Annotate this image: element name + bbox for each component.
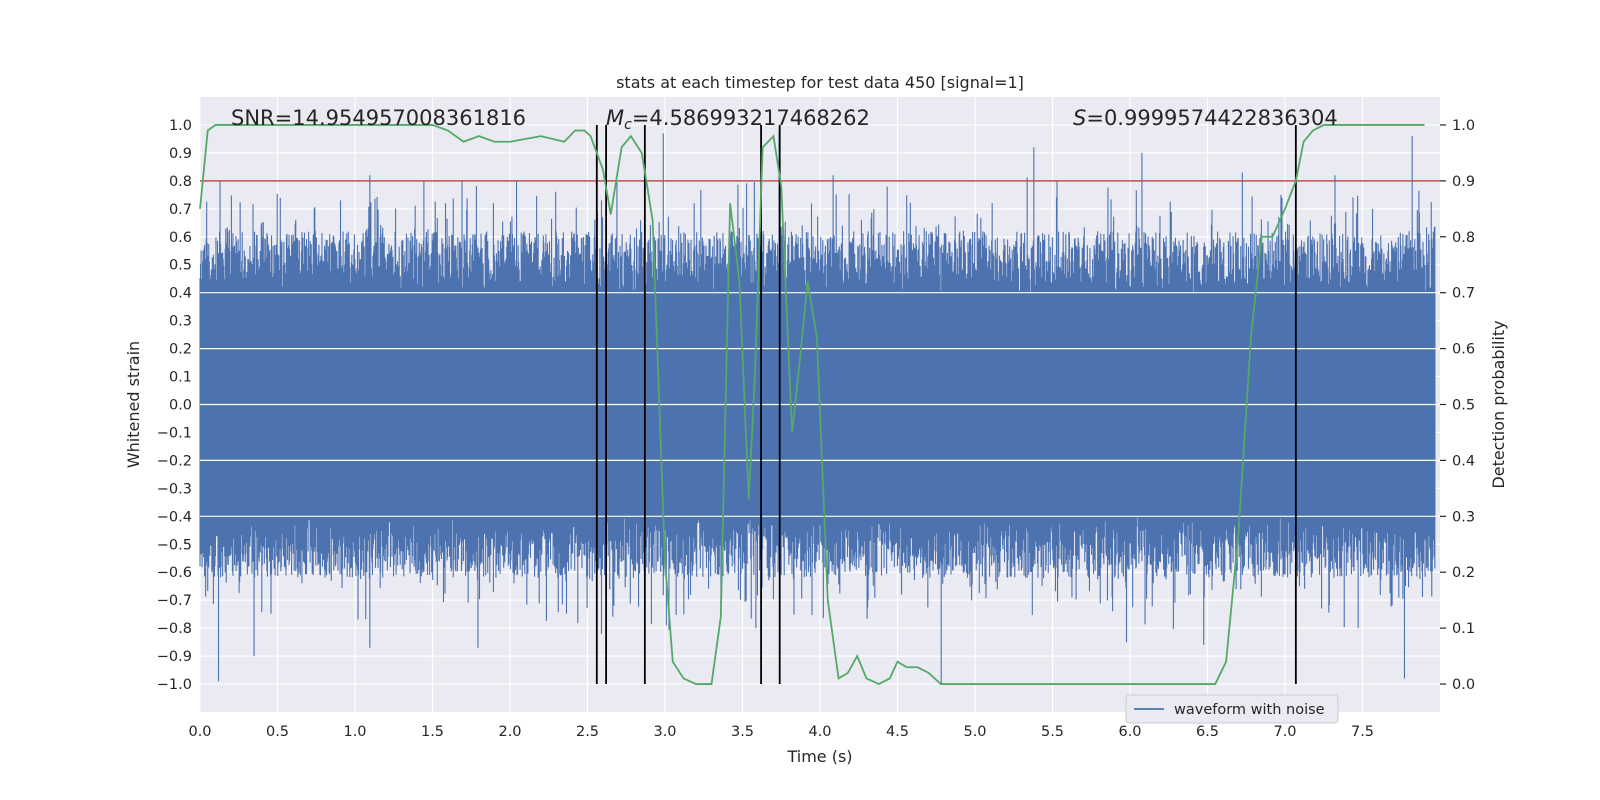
y2-tick-label: 0.6 (1452, 342, 1475, 358)
y2-axis-ticks: 0.0 0.1 0.2 0.3 0.4 0.5 0.6 0.7 0.8 0.9 1.0 (1440, 118, 1475, 693)
waveform-series (199, 130, 1440, 685)
x-tick-label: 6.5 (1196, 724, 1219, 740)
y-tick-label: 0.4 (169, 286, 192, 302)
chirp-mass-value: =4.586993217468262 (632, 106, 870, 130)
score-value: =0.9999574422836304 (1086, 106, 1337, 130)
x-axis-label: Time (s) (786, 747, 852, 766)
y-tick-label: 0.0 (169, 398, 192, 414)
y-tick-label: 0.8 (169, 174, 192, 190)
y-tick-label: −0.6 (157, 565, 192, 581)
y-tick-label: 0.9 (169, 146, 192, 162)
y2-tick-label: 0.0 (1452, 677, 1475, 693)
x-tick-label: 5.0 (963, 724, 986, 740)
snr-annotation: SNR=14.954957008361816 (231, 106, 526, 130)
y2-axis-label: Detection probability (1489, 320, 1508, 488)
y2-tick-label: 1.0 (1452, 118, 1475, 134)
legend: waveform with noise (1125, 694, 1339, 724)
y2-tick-label: 0.3 (1452, 509, 1475, 525)
x-tick-label: 0.5 (266, 724, 289, 740)
y-tick-label: 0.5 (169, 258, 192, 274)
chirp-mass-symbol: M (606, 106, 624, 130)
legend-box (1125, 694, 1339, 724)
score-symbol: S (1073, 106, 1086, 130)
y-axis-ticks: −1.0 −0.9 −0.8 −0.7 −0.6 −0.5 −0.4 −0.3 −0.2 −0.1… (157, 118, 192, 693)
y-tick-label: −0.8 (157, 621, 192, 637)
x-tick-label: 4.0 (808, 724, 831, 740)
y-tick-label: −0.4 (157, 509, 192, 525)
x-axis-ticks: 0.0 0.5 1.0 1.5 2.0 2.5 3.0 3.5 4.0 4.5 5.0 5.5 6.0 6… (188, 724, 1374, 740)
x-tick-label: 1.5 (421, 724, 444, 740)
y2-tick-label: 0.5 (1452, 398, 1475, 414)
y2-tick-label: 0.2 (1452, 565, 1475, 581)
y2-tick-label: 0.7 (1452, 286, 1475, 302)
y-tick-label: 1.0 (169, 118, 192, 134)
x-tick-label: 7.5 (1351, 724, 1374, 740)
x-tick-label: 1.0 (343, 724, 366, 740)
y-tick-label: −0.7 (157, 593, 192, 609)
y-axis-label: Whitened strain (124, 341, 143, 468)
chart-title: stats at each timestep for test data 450… (616, 73, 1024, 92)
probability-series (199, 124, 1425, 686)
y-tick-label: 0.1 (169, 370, 192, 386)
y-tick-label: 0.6 (169, 230, 192, 246)
x-tick-label: 7.0 (1273, 724, 1296, 740)
y2-tick-label: 0.4 (1452, 453, 1475, 469)
y-tick-label: −0.5 (157, 537, 192, 553)
y-tick-label: −0.1 (157, 425, 192, 441)
probability-line (199, 124, 1425, 686)
x-tick-label: 2.0 (498, 724, 521, 740)
y2-tick-label: 0.8 (1452, 230, 1475, 246)
chirp-mass-subscript: c (624, 117, 632, 133)
y-tick-label: 0.7 (169, 202, 192, 218)
score-annotation: S=0.9999574422836304 (1073, 106, 1338, 130)
legend-label-waveform: waveform with noise (1174, 702, 1325, 718)
x-tick-label: 3.5 (731, 724, 754, 740)
y-tick-label: 0.3 (169, 314, 192, 330)
x-tick-label: 0.0 (188, 724, 211, 740)
x-tick-label: 6.0 (1118, 724, 1141, 740)
y2-tick-label: 0.1 (1452, 621, 1475, 637)
y-tick-label: −1.0 (157, 677, 192, 693)
vertical-markers (595, 124, 1297, 685)
y-tick-label: 0.2 (169, 342, 192, 358)
y-tick-label: −0.3 (157, 481, 192, 497)
chirp-mass-annotation: Mc=4.586993217468262 (606, 106, 870, 133)
y-tick-label: −0.2 (157, 453, 192, 469)
x-tick-label: 2.5 (576, 724, 599, 740)
y2-tick-label: 0.9 (1452, 174, 1475, 190)
x-tick-label: 5.5 (1041, 724, 1064, 740)
y-tick-label: −0.9 (157, 649, 192, 665)
x-tick-label: 3.0 (653, 724, 676, 740)
x-tick-label: 4.5 (886, 724, 909, 740)
